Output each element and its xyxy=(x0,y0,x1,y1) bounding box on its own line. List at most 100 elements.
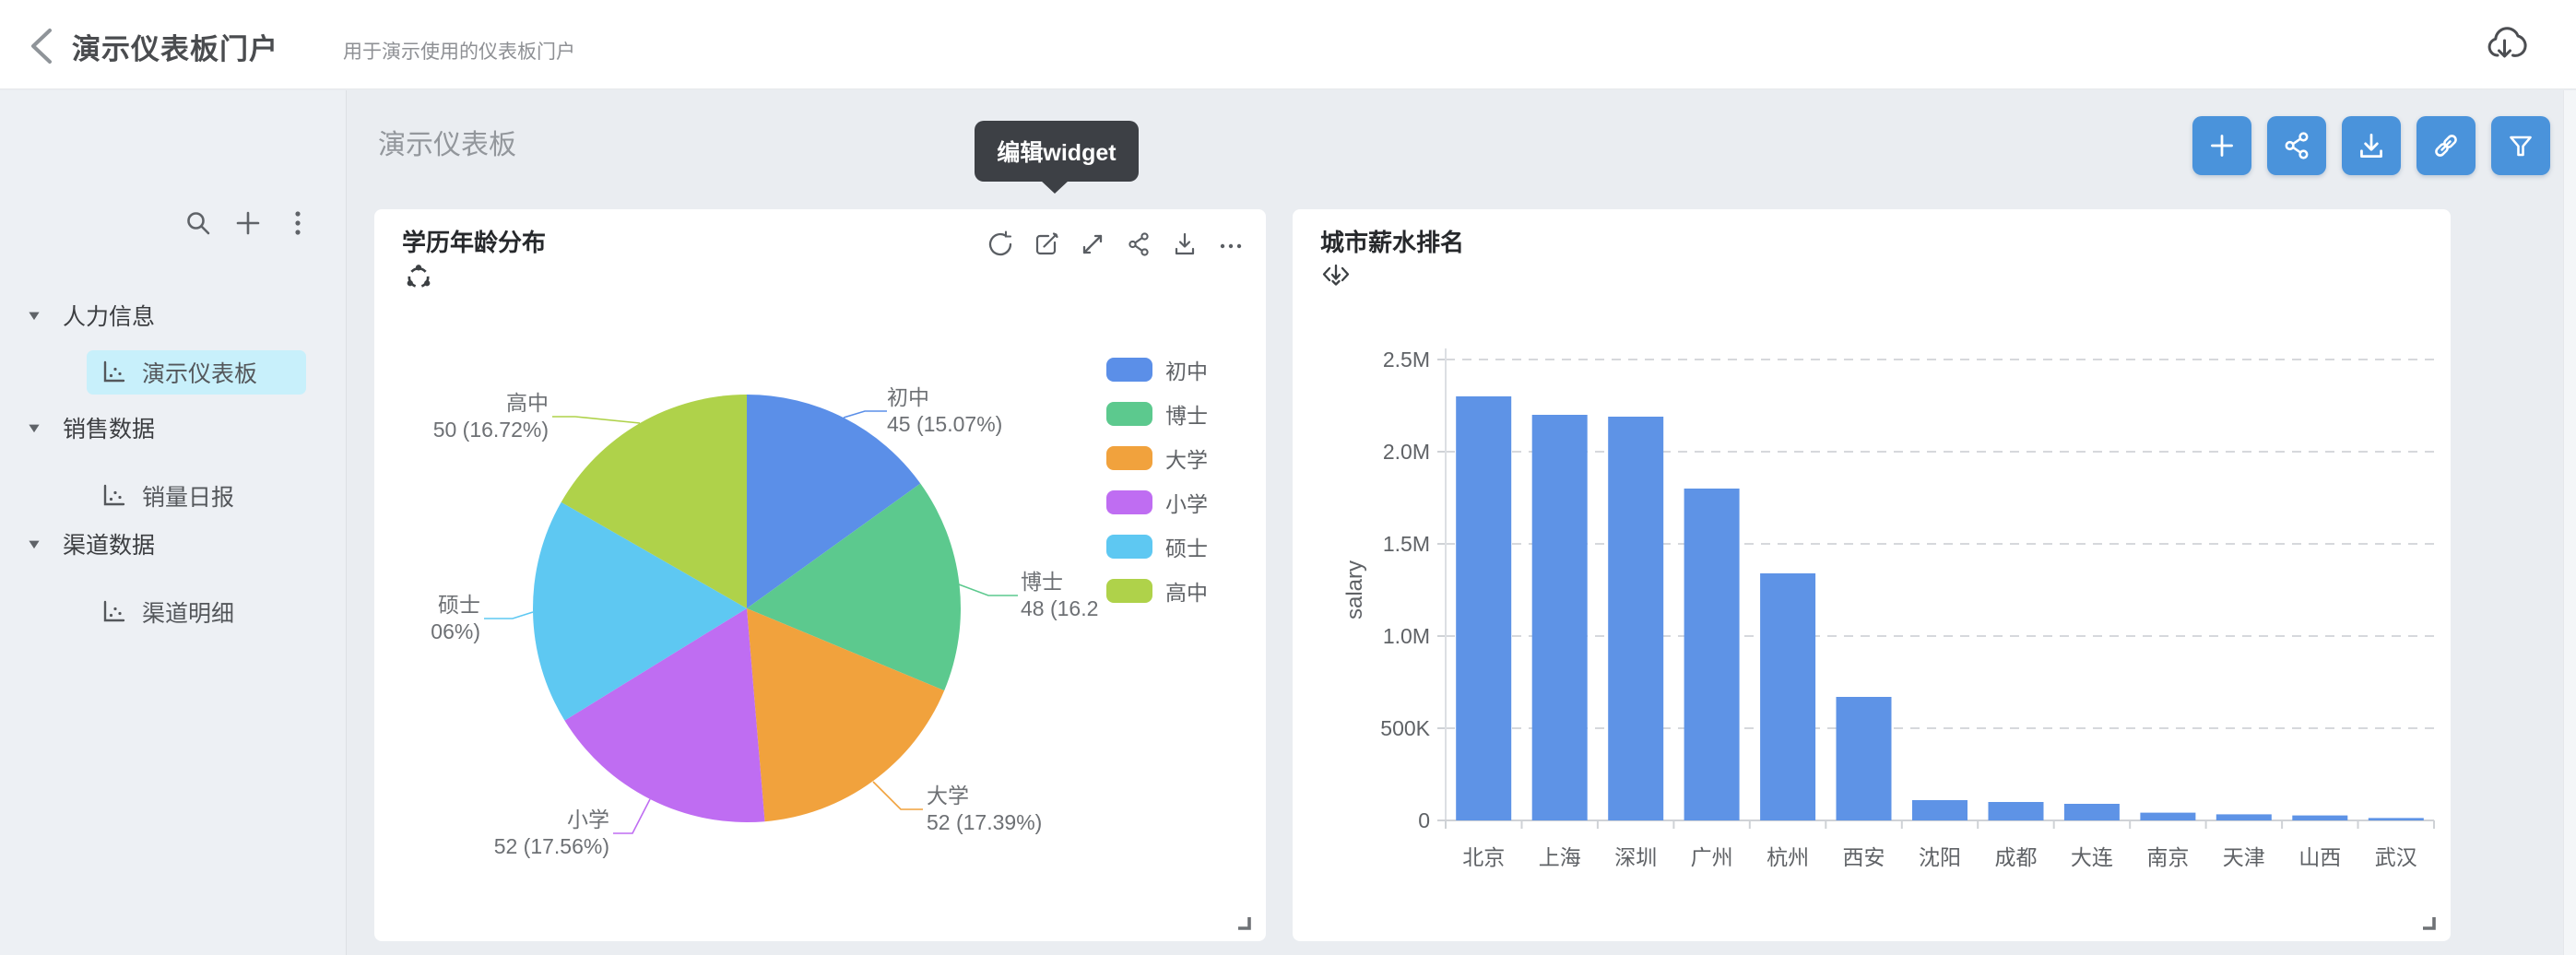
pie-leader-line xyxy=(613,798,651,834)
scrollbar[interactable] xyxy=(2563,90,2576,955)
legend-label: 硕士 xyxy=(1165,536,1208,560)
x-category-label: 深圳 xyxy=(1614,845,1658,869)
link-button[interactable] xyxy=(2416,116,2476,175)
resize-handle-icon[interactable] xyxy=(1235,914,1253,932)
tree-group-0[interactable]: 人力信息 xyxy=(26,299,155,332)
search-icon[interactable] xyxy=(183,208,213,238)
pie-slice-初中 xyxy=(747,395,921,608)
caret-down-icon xyxy=(29,540,40,549)
x-category-label: 上海 xyxy=(1538,845,1581,869)
x-category-label: 山西 xyxy=(2298,845,2342,869)
bar-widget-title: 城市薪水排名 xyxy=(1320,229,1465,256)
more-vertical-icon[interactable] xyxy=(283,208,313,238)
resize-handle-icon[interactable] xyxy=(2419,914,2438,932)
expand-icon[interactable] xyxy=(1078,230,1107,259)
more-horizontal-icon[interactable] xyxy=(1216,230,1246,259)
sidebar-toolbar xyxy=(183,208,313,238)
tooltip-arrow xyxy=(1041,181,1069,194)
legend-swatch xyxy=(1106,579,1152,603)
legend-item-博士[interactable]: 博士 xyxy=(1106,402,1208,428)
tree-group-label: 销售数据 xyxy=(63,417,156,442)
sidebar: 人力信息演示仪表板销售数据销量日报渠道数据渠道明细 xyxy=(0,90,347,955)
pie-label-硕士: 硕士 06%) xyxy=(431,592,480,645)
bar-chart[interactable]: 2.5M 2.0M 1.5M 1.0M 500K 0 salary xyxy=(1293,209,2451,941)
tree-item-label: 销量日报 xyxy=(142,485,235,511)
download-button[interactable] xyxy=(2342,116,2401,175)
bar-山西 xyxy=(2292,815,2348,820)
bar-南京 xyxy=(2140,812,2196,820)
y-tick-label: 1.5M xyxy=(1383,532,1430,556)
pie-label-name: 博士 xyxy=(1021,570,1063,594)
x-category-label: 成都 xyxy=(1994,845,2038,869)
widget-toolbar xyxy=(986,230,1246,259)
legend-item-小学[interactable]: 小学 xyxy=(1106,490,1208,516)
pie-legend: 初中博士大学小学硕士高中 xyxy=(1106,358,1208,623)
tree-item-1[interactable]: 销量日报 xyxy=(87,474,306,518)
scatter-chart-icon xyxy=(103,360,125,383)
legend-item-大学[interactable]: 大学 xyxy=(1106,446,1208,472)
pie-slice-高中 xyxy=(561,395,747,608)
share-button[interactable] xyxy=(2267,116,2326,175)
tree-group-2[interactable]: 渠道数据 xyxy=(26,527,155,560)
pie-label-name: 初中 xyxy=(887,385,929,409)
legend-label: 初中 xyxy=(1165,360,1208,383)
tree-item-label: 演示仪表板 xyxy=(142,361,258,387)
legend-swatch xyxy=(1106,358,1152,382)
caret-down-icon xyxy=(29,424,40,433)
y-tick-label: 500K xyxy=(1380,716,1430,740)
y-tick-label: 2.0M xyxy=(1383,440,1430,464)
y-axis-title: salary xyxy=(1342,560,1367,619)
refresh-icon[interactable] xyxy=(986,230,1015,259)
pie-label-value: 06%) xyxy=(431,619,480,643)
tooltip-text: 编辑widget xyxy=(997,140,1117,166)
pie-slice-硕士 xyxy=(533,501,747,721)
cloud-download-icon[interactable] xyxy=(2480,22,2528,66)
pie-label-value: 50 (16.72%) xyxy=(432,418,549,442)
y-tick-label: 2.5M xyxy=(1383,348,1430,371)
legend-swatch xyxy=(1106,535,1152,559)
legend-item-初中[interactable]: 初中 xyxy=(1106,358,1208,383)
bar-武汉 xyxy=(2368,818,2424,820)
legend-label: 高中 xyxy=(1165,581,1208,605)
pie-slice-小学 xyxy=(564,608,765,823)
widget-share-icon[interactable] xyxy=(1124,230,1153,259)
pie-label-高中: 高中 50 (16.72%) xyxy=(433,390,549,443)
x-category-label: 广州 xyxy=(1690,845,1733,869)
pie-label-name: 大学 xyxy=(927,784,969,808)
legend-item-硕士[interactable]: 硕士 xyxy=(1106,535,1208,560)
legend-label: 博士 xyxy=(1165,404,1208,428)
tree-group-label: 人力信息 xyxy=(63,304,156,330)
tree-item-2[interactable]: 渠道明细 xyxy=(87,590,306,634)
pie-chart[interactable] xyxy=(374,209,1266,941)
pie-label-value: 52 (17.56%) xyxy=(493,834,609,858)
bar-沈阳 xyxy=(1912,800,1967,820)
back-icon[interactable] xyxy=(24,26,61,66)
filter-button[interactable] xyxy=(2491,116,2550,175)
pie-label-name: 高中 xyxy=(506,391,549,415)
y-tick-label: 0 xyxy=(1418,808,1430,832)
legend-label: 小学 xyxy=(1165,492,1208,516)
pie-leader-line xyxy=(843,410,887,419)
add-icon[interactable] xyxy=(233,208,263,238)
linkage-icon[interactable] xyxy=(402,261,435,294)
drill-icon[interactable] xyxy=(1320,261,1352,289)
bar-北京 xyxy=(1456,396,1512,820)
tree-group-1[interactable]: 销售数据 xyxy=(26,411,155,444)
x-category-label: 杭州 xyxy=(1767,845,1810,869)
scatter-chart-icon xyxy=(103,600,125,622)
bar-天津 xyxy=(2216,814,2272,820)
edit-icon[interactable] xyxy=(1032,230,1061,259)
add-widget-button[interactable] xyxy=(2192,116,2251,175)
legend-item-高中[interactable]: 高中 xyxy=(1106,579,1208,605)
widget-download-icon[interactable] xyxy=(1170,230,1199,259)
tree-item-label: 渠道明细 xyxy=(142,601,235,627)
page-title: 演示仪表板 xyxy=(378,130,516,160)
tree-item-0[interactable]: 演示仪表板 xyxy=(87,350,306,395)
bar-widget-card: 城市薪水排名 2.5M 2.0M 1.5M 1.0M 500K 0 salary 北京 上海 深… xyxy=(1293,209,2451,941)
legend-swatch xyxy=(1106,446,1152,470)
pie-widget-title: 学历年龄分布 xyxy=(402,229,547,256)
edit-widget-tooltip: 编辑widget xyxy=(975,121,1139,194)
bar-深圳 xyxy=(1608,417,1664,820)
x-category-label: 沈阳 xyxy=(1919,845,1961,869)
tree-group-label: 渠道数据 xyxy=(63,533,156,559)
